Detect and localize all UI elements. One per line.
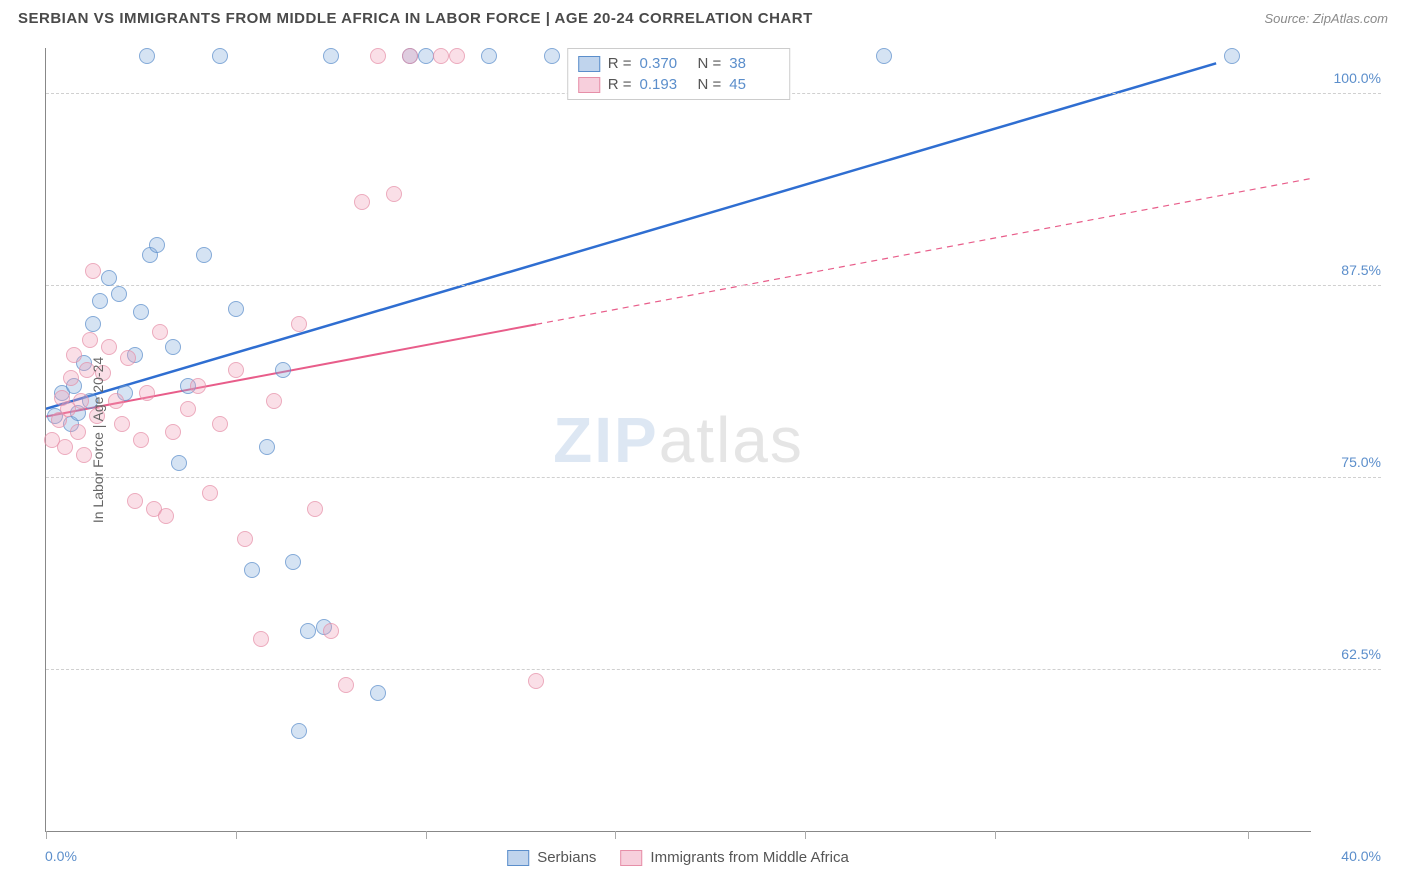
data-point [114,416,130,432]
chart-header: SERBIAN VS IMMIGRANTS FROM MIDDLE AFRICA… [0,0,1406,35]
swatch-blue-icon [578,56,600,72]
x-axis-max-label: 40.0% [1341,848,1381,864]
data-point [481,48,497,64]
gridline [46,285,1381,286]
data-point [338,677,354,693]
swatch-blue-icon [507,850,529,866]
data-point [370,685,386,701]
data-point [85,263,101,279]
data-point [370,48,386,64]
data-point [300,623,316,639]
x-tick [46,831,47,839]
correlation-legend: R = 0.370 N = 38 R = 0.193 N = 45 [567,48,791,100]
data-point [158,508,174,524]
y-tick-label: 75.0% [1321,454,1381,470]
data-point [1224,48,1240,64]
y-tick-label: 100.0% [1321,70,1381,86]
x-tick [1248,831,1249,839]
data-point [82,332,98,348]
data-point [285,554,301,570]
data-point [92,293,108,309]
data-point [323,48,339,64]
swatch-pink-icon [620,850,642,866]
data-point [73,393,89,409]
data-point [180,401,196,417]
data-point [237,531,253,547]
y-tick-label: 87.5% [1321,262,1381,278]
data-point [323,623,339,639]
data-point [449,48,465,64]
data-point [133,304,149,320]
data-point [190,378,206,394]
data-point [228,301,244,317]
x-tick [805,831,806,839]
legend-row-immigrants: R = 0.193 N = 45 [578,74,780,95]
data-point [133,432,149,448]
series-legend: Serbians Immigrants from Middle Africa [507,849,849,866]
data-point [165,424,181,440]
data-point [354,194,370,210]
data-point [386,186,402,202]
data-point [228,362,244,378]
data-point [259,439,275,455]
x-tick [615,831,616,839]
data-point [101,270,117,286]
data-point [418,48,434,64]
data-point [101,339,117,355]
data-point [307,501,323,517]
data-point [876,48,892,64]
legend-row-serbians: R = 0.370 N = 38 [578,53,780,74]
y-tick-label: 62.5% [1321,646,1381,662]
chart-title: SERBIAN VS IMMIGRANTS FROM MIDDLE AFRICA… [18,10,813,27]
x-tick [426,831,427,839]
chart-container: ZIPatlas R = 0.370 N = 38 R = 0.193 N = … [45,48,1311,832]
data-point [66,347,82,363]
data-point [70,424,86,440]
x-tick [236,831,237,839]
data-point [433,48,449,64]
watermark: ZIPatlas [553,403,804,477]
data-point [544,48,560,64]
gridline [46,669,1381,670]
data-point [275,362,291,378]
data-point [111,286,127,302]
legend-item-immigrants: Immigrants from Middle Africa [620,849,848,866]
data-point [291,723,307,739]
x-tick [995,831,996,839]
legend-item-serbians: Serbians [507,849,596,866]
data-point [57,439,73,455]
data-point [402,48,418,64]
data-point [202,485,218,501]
data-point [108,393,124,409]
data-point [528,673,544,689]
data-point [244,562,260,578]
data-point [63,370,79,386]
plot-area: ZIPatlas R = 0.370 N = 38 R = 0.193 N = … [45,48,1311,832]
data-point [152,324,168,340]
data-point [149,237,165,253]
data-point [291,316,307,332]
source-attribution: Source: ZipAtlas.com [1264,11,1388,26]
data-point [165,339,181,355]
trend-lines [46,48,1311,831]
data-point [171,455,187,471]
data-point [139,48,155,64]
data-point [266,393,282,409]
y-axis-title: In Labor Force | Age 20-24 [90,357,106,523]
x-axis-min-label: 0.0% [45,848,77,864]
data-point [196,247,212,263]
data-point [127,493,143,509]
gridline [46,477,1381,478]
data-point [120,350,136,366]
data-point [85,316,101,332]
data-point [212,48,228,64]
swatch-pink-icon [578,77,600,93]
data-point [139,385,155,401]
data-point [253,631,269,647]
data-point [212,416,228,432]
